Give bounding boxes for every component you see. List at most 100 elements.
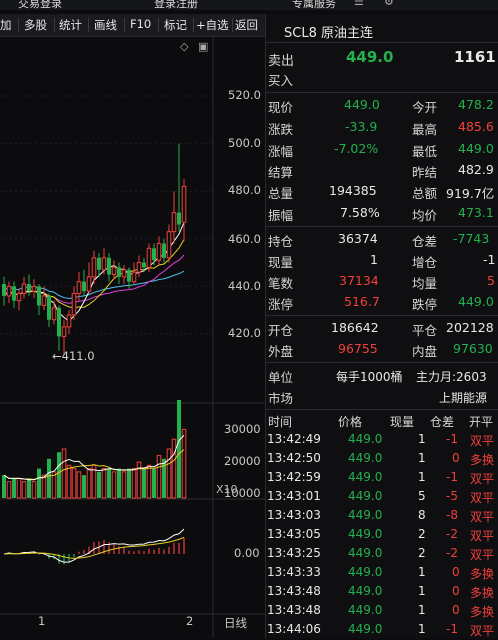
trade-time: 13:43:01: [267, 489, 321, 503]
trade-price: 449.0: [348, 489, 383, 503]
square-icon[interactable]: ▣: [198, 40, 209, 53]
date-mark: 2: [186, 614, 194, 628]
trade-volume: 5: [418, 489, 426, 503]
macd-zero-tick: 0.00: [234, 546, 260, 560]
trade-price: 449.0: [348, 527, 383, 541]
price-tick: 500.0: [228, 136, 261, 150]
trade-oi-diff: -5: [446, 489, 458, 503]
trade-row: 13:44:06 449.0 1 -1 双平: [266, 621, 498, 640]
candle-body: [47, 295, 51, 320]
trade-type: 双平: [470, 434, 495, 448]
volume-bar: [162, 458, 166, 498]
candle-body: [6, 285, 12, 297]
volume-bar: [82, 475, 86, 498]
volume-bar: [111, 471, 117, 499]
candle-body: [101, 257, 107, 271]
price-tick: 480.0: [228, 183, 261, 197]
trade-type: 多换: [470, 586, 495, 600]
volume-bar: [51, 471, 57, 499]
tb-f10-button[interactable]: F10: [130, 17, 152, 31]
candle-body: [76, 281, 82, 295]
candle-body: [21, 283, 27, 295]
quote-row: 振幅 7.58% 均价 473.1: [268, 205, 494, 223]
gear-icon[interactable]: ⚙: [384, 0, 394, 8]
candle-body: [117, 267, 121, 277]
top-strip: 交易登录 登录注册 专属服务 ☰ ⚙: [0, 0, 498, 10]
trade-volume: 1: [418, 565, 426, 579]
tb-add-watchlist-button[interactable]: +自选: [196, 18, 229, 32]
quote-panel: SCL8 原油主连 卖出 449.0 1161 买入 现价 449.0 今开 4…: [265, 14, 498, 638]
trade-row: 13:42:50 449.0 1 0 多换: [266, 450, 498, 469]
candle-body: [51, 307, 57, 321]
quote-row: 涨跌 -33.9 最高 485.6: [268, 119, 494, 137]
volume-bar: [91, 464, 97, 499]
volume-bar: [131, 468, 137, 499]
trade-type: 双平: [470, 624, 495, 638]
trade-volume: 1: [418, 603, 426, 617]
contract-title: SCL8 原油主连: [284, 26, 373, 41]
volume-bar: [2, 475, 6, 498]
contract-title-row: SCL8 原油主连: [266, 20, 498, 41]
tb-back-button[interactable]: 返回: [235, 18, 258, 32]
tb-multi-stock-button[interactable]: 多股: [24, 18, 47, 32]
chart-toolbar: 加 多股 统计 画线 F10 标记 +自选 返回: [0, 14, 265, 37]
tb-add-button[interactable]: 加: [0, 18, 12, 32]
kline-chart[interactable]: 520.0 500.0 480.0 460.0 440.0 420.0 ←411…: [0, 36, 265, 638]
tb-mark-button[interactable]: 标记: [164, 18, 187, 32]
volume-bar: [31, 481, 37, 499]
trade-price: 449.0: [348, 565, 383, 579]
trade-row: 13:43:03 449.0 8 -8 双平: [266, 507, 498, 526]
candle-body: [97, 257, 101, 270]
candle-body: [2, 284, 6, 296]
volume-bar: [86, 468, 92, 499]
volume-bar: [156, 455, 162, 499]
trade-row: 13:43:25 449.0 2 -2 双平: [266, 545, 498, 564]
price-tick: 460.0: [228, 232, 261, 246]
sell-row[interactable]: 卖出 449.0 1161: [268, 48, 496, 69]
register-link[interactable]: 登录注册: [154, 0, 198, 10]
buy-row[interactable]: 买入: [268, 73, 294, 88]
menu-icon[interactable]: ☰: [354, 0, 364, 8]
trade-time: 13:43:33: [267, 565, 321, 579]
volume-bar: [57, 452, 61, 498]
trade-type: 双平: [470, 548, 495, 562]
trade-price: 449.0: [348, 546, 383, 560]
trade-time: 13:43:25: [267, 546, 321, 560]
trade-row: 13:43:05 449.0 2 -2 双平: [266, 526, 498, 545]
service-link[interactable]: 专属服务: [292, 0, 336, 10]
trade-row: 13:42:49 449.0 1 -1 双平: [266, 431, 498, 450]
volume-tick: 20000: [224, 454, 261, 468]
volume-bar: [152, 468, 156, 498]
quote-row: 笔数 37134 均量 5: [268, 273, 495, 291]
candle-body: [41, 295, 47, 306]
volume-bar: [6, 481, 12, 499]
candle-body: [57, 307, 61, 337]
diamond-icon[interactable]: ◇: [180, 40, 189, 53]
quote-row: 市场 上期能源: [268, 391, 488, 406]
period-label[interactable]: 日线: [224, 616, 247, 630]
candle-body: [107, 257, 111, 275]
trade-price: 449.0: [348, 451, 383, 465]
trade-type: 双平: [470, 529, 495, 543]
candle-body: [37, 286, 41, 306]
trade-type: 双平: [470, 510, 495, 524]
candle-body: [166, 231, 172, 259]
price-tick: 520.0: [228, 88, 261, 102]
candle-body: [181, 185, 187, 223]
volume-bar: [117, 468, 121, 498]
trade-oi-diff: -1: [446, 622, 458, 636]
trade-oi-diff: -8: [446, 508, 458, 522]
volume-bar: [146, 464, 152, 499]
trade-volume: 2: [418, 546, 426, 560]
macd-dif-line: [3, 528, 185, 563]
quote-row: 涨停 516.7 跌停 449.0: [268, 294, 494, 312]
trade-oi-diff: 0: [452, 584, 460, 598]
tb-draw-button[interactable]: 画线: [94, 18, 117, 32]
volume-bar: [76, 471, 82, 499]
trade-login-link[interactable]: 交易登录: [18, 0, 62, 10]
trade-volume: 8: [418, 508, 426, 522]
tb-stats-button[interactable]: 统计: [59, 18, 82, 32]
candle-body: [16, 293, 22, 302]
candle-body: [127, 269, 131, 282]
volume-bar: [121, 471, 127, 499]
